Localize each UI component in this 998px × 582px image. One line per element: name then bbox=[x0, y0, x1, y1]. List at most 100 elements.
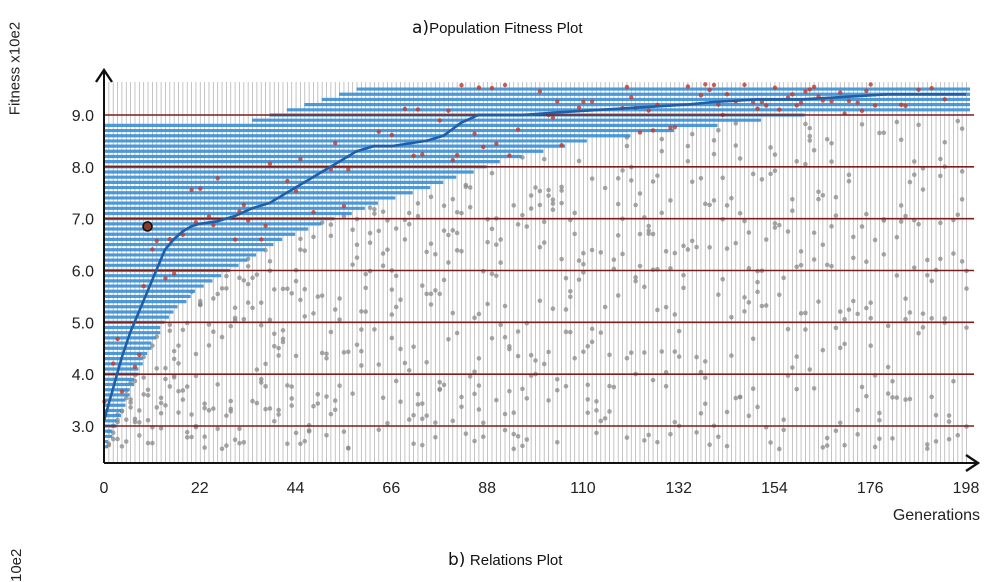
population-point bbox=[824, 435, 830, 441]
population-point bbox=[406, 210, 412, 216]
population-point bbox=[315, 294, 321, 299]
selected-point bbox=[672, 125, 678, 130]
population-point bbox=[302, 286, 308, 292]
population-point bbox=[515, 434, 521, 439]
population-point bbox=[842, 442, 847, 448]
chart-title-b: b) Relations Plot bbox=[448, 550, 562, 570]
population-point bbox=[589, 247, 595, 253]
population-point bbox=[176, 361, 181, 366]
population-point bbox=[615, 201, 621, 207]
population-point bbox=[842, 316, 847, 322]
population-point bbox=[359, 327, 364, 332]
x-tick-label: 132 bbox=[665, 480, 692, 497]
population-point bbox=[833, 194, 839, 200]
population-point bbox=[115, 436, 120, 442]
selected-point bbox=[459, 83, 464, 88]
population-point bbox=[472, 315, 477, 321]
selected-point bbox=[415, 107, 421, 112]
population-point bbox=[711, 198, 717, 203]
selected-point bbox=[589, 99, 595, 104]
selected-point bbox=[450, 158, 455, 163]
population-point bbox=[659, 349, 665, 354]
population-point bbox=[128, 405, 133, 410]
population-point bbox=[441, 228, 447, 233]
population-point bbox=[472, 438, 477, 444]
population-point bbox=[293, 430, 299, 436]
population-point bbox=[851, 298, 856, 304]
population-point bbox=[163, 376, 168, 382]
population-point bbox=[376, 228, 382, 234]
population-point bbox=[476, 383, 482, 388]
population-point bbox=[572, 231, 577, 237]
selected-point bbox=[798, 100, 804, 105]
population-point bbox=[441, 203, 447, 209]
population-point bbox=[964, 286, 969, 291]
population-point bbox=[224, 413, 229, 418]
population-point bbox=[446, 232, 451, 238]
population-point bbox=[271, 287, 277, 292]
chart-title-b-prefix: b) bbox=[448, 550, 466, 570]
population-point bbox=[311, 234, 316, 240]
population-point bbox=[733, 121, 739, 126]
population-point bbox=[794, 354, 800, 359]
population-point bbox=[746, 413, 752, 419]
population-point bbox=[420, 416, 425, 422]
population-point bbox=[184, 435, 190, 440]
population-point bbox=[433, 288, 438, 293]
population-point bbox=[241, 440, 247, 445]
population-point bbox=[489, 226, 495, 232]
population-point bbox=[267, 259, 273, 264]
population-point bbox=[428, 291, 434, 297]
population-point bbox=[772, 168, 778, 174]
selected-point bbox=[446, 108, 451, 113]
population-point bbox=[916, 122, 921, 128]
population-point bbox=[885, 323, 891, 329]
population-point bbox=[576, 277, 582, 283]
population-point bbox=[702, 375, 708, 381]
selected-point bbox=[716, 102, 721, 107]
y-tick-label: 7.0 bbox=[72, 212, 94, 229]
population-point bbox=[459, 210, 464, 216]
population-point bbox=[276, 353, 281, 358]
population-point bbox=[498, 322, 503, 328]
selected-point bbox=[267, 161, 273, 166]
population-point bbox=[702, 401, 708, 407]
population-point bbox=[537, 202, 543, 208]
population-point bbox=[280, 328, 286, 333]
population-point bbox=[911, 172, 917, 177]
population-point bbox=[433, 251, 438, 257]
population-point bbox=[250, 398, 255, 404]
selected-point bbox=[171, 271, 177, 276]
population-point bbox=[803, 161, 808, 167]
population-point bbox=[367, 205, 373, 211]
selected-point bbox=[903, 103, 908, 109]
population-point bbox=[163, 365, 168, 371]
population-point bbox=[167, 322, 173, 328]
population-point bbox=[550, 197, 556, 203]
selected-point bbox=[668, 125, 673, 131]
population-point bbox=[929, 394, 934, 400]
population-point bbox=[372, 206, 377, 212]
selected-point bbox=[241, 202, 247, 208]
population-point bbox=[472, 369, 477, 375]
population-point bbox=[171, 348, 177, 354]
population-point bbox=[881, 130, 887, 136]
population-point bbox=[402, 237, 408, 242]
population-point bbox=[324, 351, 329, 357]
population-point bbox=[689, 238, 695, 244]
population-point bbox=[711, 138, 717, 143]
population-point bbox=[811, 147, 817, 153]
population-point bbox=[145, 392, 151, 398]
selected-point bbox=[685, 84, 691, 89]
population-point bbox=[424, 291, 429, 297]
population-point bbox=[655, 439, 660, 445]
population-point bbox=[176, 388, 181, 394]
population-point bbox=[759, 177, 765, 182]
selected-point bbox=[537, 89, 543, 94]
selected-point bbox=[476, 85, 482, 90]
population-point bbox=[942, 316, 948, 321]
population-point bbox=[903, 316, 908, 322]
population-point bbox=[816, 189, 821, 195]
population-point bbox=[528, 352, 534, 358]
population-point bbox=[581, 349, 586, 355]
